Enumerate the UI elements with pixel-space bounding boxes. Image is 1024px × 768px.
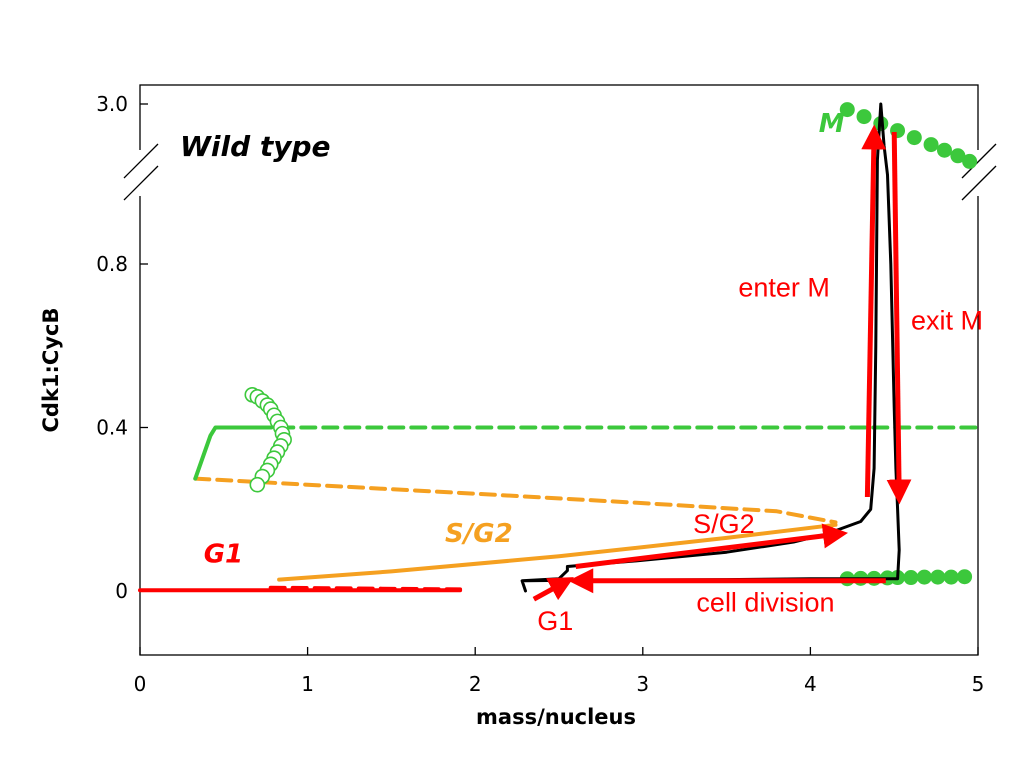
y-axis-title: Cdk1:CycB	[39, 308, 63, 433]
g1-unstable-line	[268, 585, 463, 592]
annotation-cell-division: cell division	[696, 587, 834, 617]
curves	[138, 102, 980, 593]
y-tick-label: 3.0	[96, 92, 128, 116]
y-tick-label: 0	[115, 579, 128, 603]
sg2-unstable-line	[193, 476, 838, 532]
annotation-exit-m: exit M	[911, 305, 983, 335]
sg2-stable-line	[277, 522, 838, 582]
chart-title: Wild type	[180, 130, 331, 163]
region-label-sg2: S/G2	[445, 519, 513, 549]
x-tick-label: 1	[301, 672, 314, 696]
x-tick-label: 3	[636, 672, 649, 696]
m-stable-upper-point	[906, 130, 922, 146]
m-stable-upper-point	[839, 102, 855, 118]
x-tick-label: 0	[134, 672, 147, 696]
annotation-g1-phase: G1	[537, 606, 573, 636]
exit-m-arrow	[886, 131, 912, 505]
plot-area	[139, 84, 979, 656]
axis-break-mark-right-top	[961, 143, 997, 179]
m-stable-upper-point	[923, 137, 939, 153]
phase-arrows	[532, 124, 912, 602]
x-tick-label: 4	[804, 672, 817, 696]
enter-m-arrow	[861, 124, 887, 498]
axis-break-mark-left-top	[123, 143, 159, 179]
m-stable-bottom-point	[943, 569, 959, 585]
g1-arrow	[532, 577, 574, 602]
x-axis-ticks: 0 1 2 3 4 5	[134, 647, 985, 696]
region-label-g1: G1	[204, 539, 243, 569]
m-stable-upper-point	[962, 153, 978, 169]
annotation-enter-m: enter M	[738, 273, 830, 303]
region-labels: G1 S/G2 M	[204, 109, 845, 569]
sg2-arrow	[575, 523, 849, 569]
m-stable-bottom-point	[957, 569, 973, 585]
x-tick-label: 2	[469, 672, 482, 696]
y-tick-label: 0.4	[96, 416, 128, 440]
annotations: enter M exit M S/G2 cell division G1	[537, 273, 983, 636]
y-tick-label: 0.8	[96, 252, 128, 276]
m-stable-lower-line	[193, 425, 260, 481]
annotation-sg2-phase: S/G2	[693, 509, 755, 539]
m-stable-bottom-point	[903, 570, 919, 586]
axis-break-mark-right-bottom	[961, 165, 997, 201]
x-tick-label: 5	[972, 672, 985, 696]
region-label-m: M	[819, 109, 845, 139]
axis-break-mask-left	[134, 150, 146, 196]
plot-frame	[123, 84, 997, 656]
periodic-orbit-point	[249, 476, 266, 493]
m-stable-upper-point	[856, 109, 872, 125]
axis-break-mark-left-bottom	[123, 165, 159, 201]
m-stable-bottom-point	[930, 569, 946, 585]
x-axis-title: mass/nucleus	[476, 705, 636, 729]
m-stable-bottom-point	[916, 569, 932, 585]
y-axis-ticks: 0 0.4 0.8 3.0	[96, 92, 148, 603]
m-stable-upper-point	[936, 142, 952, 158]
